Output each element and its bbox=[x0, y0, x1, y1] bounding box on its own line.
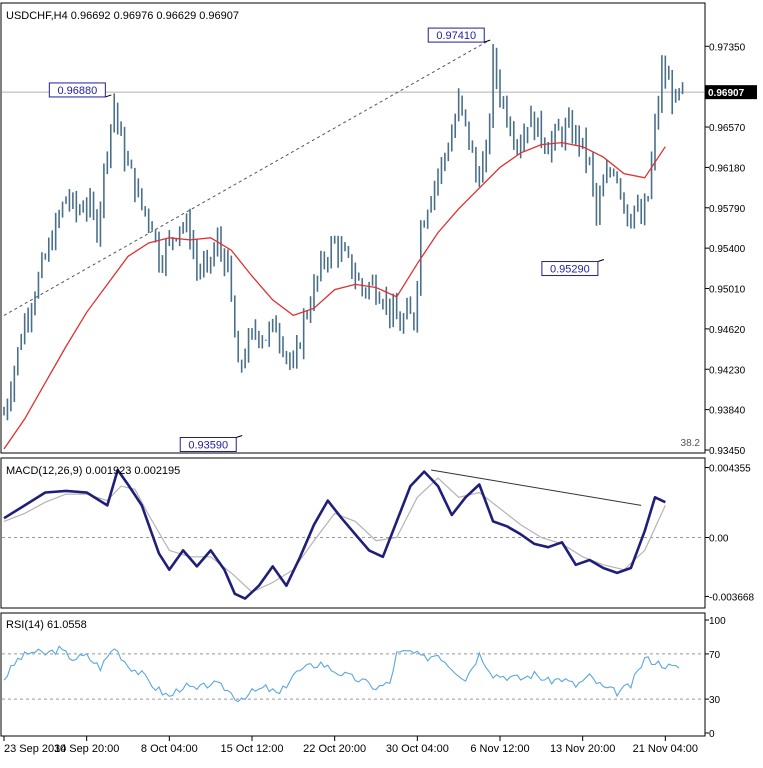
time-tick-label: 13 Nov 20:00 bbox=[550, 743, 615, 755]
price-tick-label: 0.94230 bbox=[709, 365, 746, 376]
price-tick-label: 0.96570 bbox=[709, 123, 746, 134]
fib-level-label: 38.2 bbox=[681, 438, 701, 449]
macd-panel: 0.004355 0.00 -0.003668 MACD(12,26,9) 0.00… bbox=[0, 457, 754, 609]
price-annotation-label: 0.96880 bbox=[57, 85, 97, 97]
price-tick-label: 0.95790 bbox=[709, 204, 746, 215]
macd-trendline bbox=[431, 469, 642, 506]
time-tick-label: 23 Sep 2014 bbox=[4, 743, 66, 755]
price-annotation-box bbox=[48, 82, 106, 98]
last-price-box bbox=[705, 85, 757, 100]
rsi-tick-label: 0 bbox=[709, 729, 715, 740]
macd-tick-label: 0.004355 bbox=[709, 464, 751, 475]
price-annotation-leader bbox=[105, 94, 112, 98]
price-panel-title: USDCHF,H4 0.96692 0.96976 0.96629 0.9690… bbox=[6, 10, 239, 22]
price-annotation-label: 0.97410 bbox=[436, 30, 476, 42]
macd-tick-label: -0.003668 bbox=[709, 592, 754, 603]
price-annotation-label: 0.95290 bbox=[550, 264, 590, 276]
price-annotation-box bbox=[179, 437, 237, 453]
time-tick-label: 6 Nov 12:00 bbox=[470, 743, 529, 755]
time-tick-label: 8 Oct 04:00 bbox=[141, 743, 198, 755]
price-annotation-box bbox=[541, 261, 599, 277]
rsi-panel-title: RSI(14) 61.0558 bbox=[6, 619, 87, 631]
rsi-line bbox=[3, 645, 680, 703]
macd-tick-label: 0.00 bbox=[709, 534, 729, 545]
price-tick-label: 0.93840 bbox=[709, 406, 746, 417]
price-annotation-leader bbox=[236, 435, 243, 438]
price-tick-label: 0.93450 bbox=[709, 446, 746, 457]
price-tick-label: 0.97350 bbox=[709, 42, 746, 53]
macd-panel-title: MACD(12,26,9) 0.001923 0.002195 bbox=[6, 465, 180, 477]
rsi-tick-label: 70 bbox=[709, 650, 721, 661]
price-tick-label: 0.94620 bbox=[709, 325, 746, 336]
rsi-panel: 100 70 30 0 RSI(14) 61.0558 bbox=[0, 612, 726, 740]
time-tick-label: 22 Oct 20:00 bbox=[303, 743, 366, 755]
price-annotation-box bbox=[427, 27, 485, 43]
moving-average-line bbox=[3, 141, 666, 450]
rsi-tick-label: 30 bbox=[709, 695, 721, 706]
price-panel-frame bbox=[0, 2, 706, 454]
rsi-panel-frame bbox=[0, 612, 706, 737]
price-annotation-leader bbox=[597, 259, 605, 263]
price-annotation-label: 0.93590 bbox=[188, 440, 228, 452]
rsi-tick-label: 100 bbox=[709, 616, 726, 627]
price-annotation-leader bbox=[484, 39, 491, 43]
last-price-label: 0.96907 bbox=[708, 88, 745, 99]
time-tick-label: 30 Oct 04:00 bbox=[386, 743, 449, 755]
macd-signal-line bbox=[3, 477, 666, 593]
time-tick-label: 30 Sep 20:00 bbox=[54, 743, 119, 755]
price-tick-label: 0.96180 bbox=[709, 163, 746, 174]
time-tick-label: 21 Nov 04:00 bbox=[633, 743, 698, 755]
macd-main-line bbox=[3, 468, 666, 600]
time-tick-label: 15 Oct 12:00 bbox=[221, 743, 284, 755]
price-tick-label: 0.95010 bbox=[709, 285, 746, 296]
price-panel: 0.96880 0.97410 0.93590 0.95290 0.97350 0.96… bbox=[0, 2, 757, 457]
price-tick-label: 0.95400 bbox=[709, 244, 746, 255]
